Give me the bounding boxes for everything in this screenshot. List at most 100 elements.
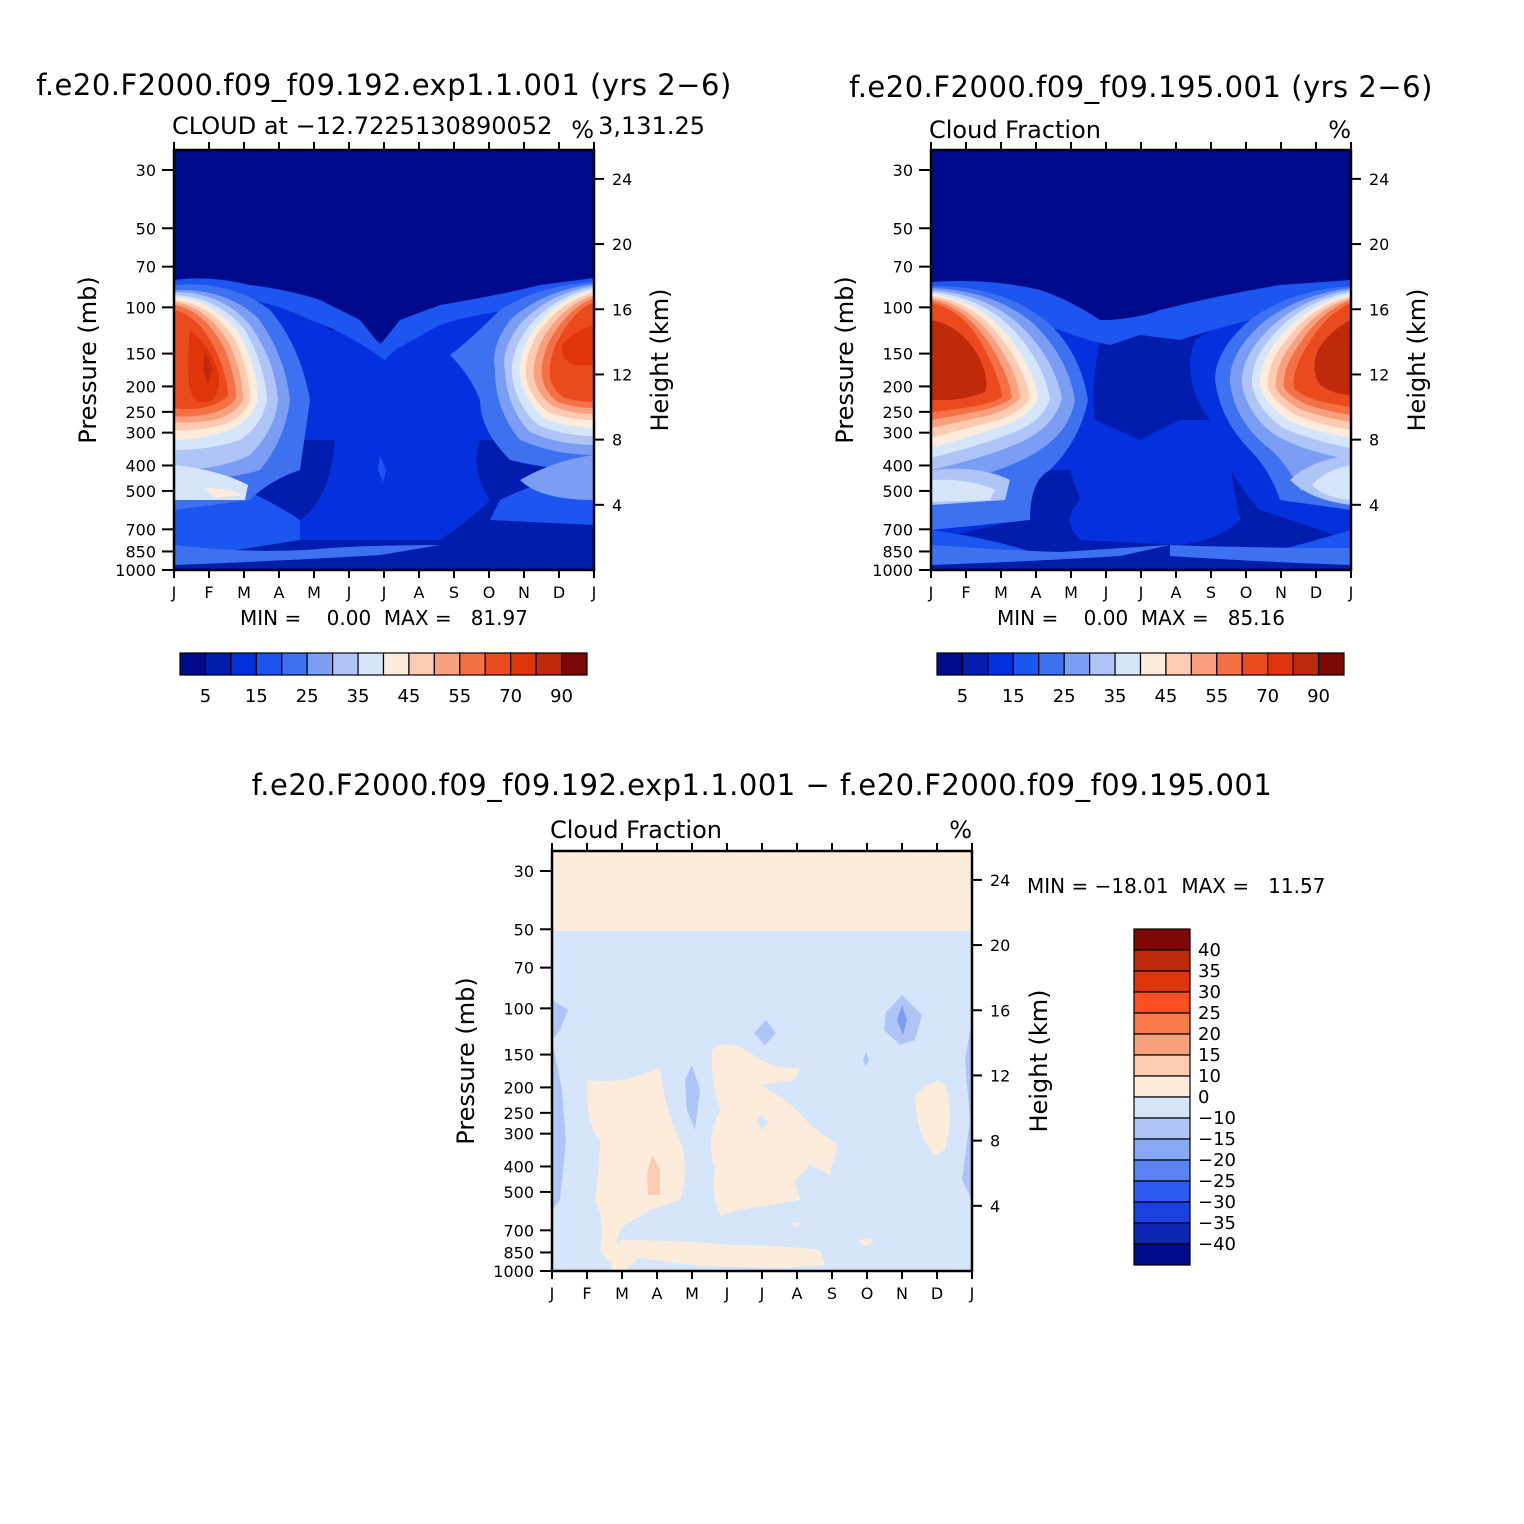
y-tick-label: 200 xyxy=(125,377,156,396)
colorbar-box xyxy=(1165,652,1192,676)
colorbar-box xyxy=(306,652,334,676)
y2-tick-label: 16 xyxy=(1369,300,1389,319)
y-tick-label: 50 xyxy=(136,219,156,238)
colorbar-label: 90 xyxy=(1307,686,1330,707)
x-tick-label: J xyxy=(1138,583,1144,602)
x-tick-label: D xyxy=(1310,583,1322,602)
min-max-label: MIN = 0.00 MAX = 85.16 xyxy=(997,606,1285,630)
colorbar-label: 5 xyxy=(957,686,968,707)
colorbar-box xyxy=(1133,1159,1191,1182)
y-tick-label: 150 xyxy=(503,1046,534,1065)
colorbar: 5 15 25 35 45 55 70 90 xyxy=(179,652,588,707)
y2-tick-label: 24 xyxy=(612,170,632,189)
y-tick-label: 250 xyxy=(882,403,913,422)
x-tick-label: J xyxy=(759,1284,765,1303)
x-tick-label: J xyxy=(969,1284,975,1303)
y2-tick-label: 20 xyxy=(612,235,632,254)
x-tick-label: A xyxy=(652,1284,663,1303)
colorbar-box xyxy=(1133,1138,1191,1161)
panel-bottom-difference: f.e20.F2000.f09_f09.192.exp1.1.001 − f.e… xyxy=(252,768,1326,1303)
colorbar-label: −40 xyxy=(1198,1234,1236,1255)
y-tick-label: 500 xyxy=(882,482,913,501)
ylabel-pressure: Pressure (mb) xyxy=(831,276,859,443)
min-max-label: MIN = −18.01 MAX = 11.57 xyxy=(1027,874,1325,898)
colorbar-box xyxy=(987,652,1014,676)
y-tick-label: 100 xyxy=(882,298,913,317)
panel-title: f.e20.F2000.f09_f09.192.exp1.1.001 (yrs … xyxy=(36,68,732,102)
colorbar-box xyxy=(1063,652,1091,676)
y-tick-label: 50 xyxy=(514,920,534,939)
colorbar-box xyxy=(1133,928,1191,951)
y-tick-label: 30 xyxy=(136,161,156,180)
y-tick-label: 850 xyxy=(503,1243,534,1262)
colorbar-box xyxy=(382,652,410,676)
y2-tick-label: 16 xyxy=(990,1001,1010,1020)
x-tick-label: A xyxy=(1031,583,1042,602)
x-tick-label: M xyxy=(615,1284,629,1303)
colorbar-label: 35 xyxy=(1198,961,1221,982)
y2-tick-label: 8 xyxy=(990,1132,1000,1151)
y-tick-label: 300 xyxy=(125,424,156,443)
colorbar-box xyxy=(357,652,385,676)
colorbar-box xyxy=(1038,652,1065,676)
colorbar-label: −35 xyxy=(1198,1213,1236,1234)
colorbar-label: 70 xyxy=(499,686,522,707)
colorbar-box xyxy=(179,652,207,676)
y2-tick-label: 12 xyxy=(990,1066,1010,1085)
colorbar-box xyxy=(936,652,964,676)
y-tick-label: 150 xyxy=(882,345,913,364)
ylabel-pressure: Pressure (mb) xyxy=(452,977,480,1144)
x-tick-label: M xyxy=(994,583,1008,602)
y-tick-label: 250 xyxy=(125,403,156,422)
panel-subtitle: CLOUD at −12.7225130890052 xyxy=(172,112,552,140)
colorbar-label: 25 xyxy=(1053,686,1076,707)
colorbar: 5 15 25 35 45 55 70 90 xyxy=(936,652,1345,707)
y2-tick-label: 4 xyxy=(612,496,622,515)
y-tick-label: 300 xyxy=(503,1125,534,1144)
colorbar-box xyxy=(230,652,257,676)
colorbar-box xyxy=(1216,652,1243,676)
colorbar-label: −20 xyxy=(1198,1150,1236,1171)
colorbar-box xyxy=(1139,652,1167,676)
x-tick-label: J xyxy=(1103,583,1109,602)
y-tick-label: 100 xyxy=(125,298,156,317)
y2-tick-label: 24 xyxy=(990,871,1010,890)
y-tick-label: 50 xyxy=(893,219,913,238)
colorbar-box xyxy=(1292,652,1320,676)
x-tick-label: N xyxy=(518,583,530,602)
y-tick-label: 850 xyxy=(882,542,913,561)
x-tick-label: S xyxy=(827,1284,837,1303)
x-tick-label: O xyxy=(483,583,496,602)
x-tick-label: F xyxy=(582,1284,591,1303)
colorbar-box xyxy=(510,652,537,676)
y-tick-label: 250 xyxy=(503,1104,534,1123)
colorbar-box xyxy=(204,652,232,676)
x-tick-label: A xyxy=(1171,583,1182,602)
y-tick-label: 70 xyxy=(893,258,913,277)
colorbar-label: 15 xyxy=(1198,1045,1221,1066)
colorbar-box xyxy=(1133,991,1191,1014)
colorbar-box xyxy=(535,652,563,676)
y2-tick-label: 4 xyxy=(1369,496,1379,515)
colorbar-box xyxy=(1089,652,1116,676)
panel-subtitle-extra: 3,131.25 xyxy=(598,112,705,140)
colorbar-label: 90 xyxy=(550,686,573,707)
y-tick-label: 200 xyxy=(882,377,913,396)
x-tick-label: A xyxy=(792,1284,803,1303)
colorbar-box xyxy=(1133,1222,1191,1245)
y2-tick-label: 8 xyxy=(612,431,622,450)
colorbar-box xyxy=(1241,652,1269,676)
colorbar-box xyxy=(332,652,359,676)
y-tick-label: 70 xyxy=(136,258,156,277)
colorbar-label: 15 xyxy=(245,686,268,707)
y-tick-label: 1000 xyxy=(115,561,156,580)
colorbar-label: −25 xyxy=(1198,1171,1236,1192)
colorbar-label: 45 xyxy=(397,686,420,707)
y-tick-label: 700 xyxy=(882,520,913,539)
colorbar-label: 30 xyxy=(1198,982,1221,1003)
colorbar-box xyxy=(1190,652,1218,676)
y-tick-label: 850 xyxy=(125,542,156,561)
y2-tick-label: 8 xyxy=(1369,431,1379,450)
panel-top-right: f.e20.F2000.f09_f09.195.001 (yrs 2−6) Cl… xyxy=(831,70,1432,707)
panel-subtitle: Cloud Fraction xyxy=(550,816,722,844)
